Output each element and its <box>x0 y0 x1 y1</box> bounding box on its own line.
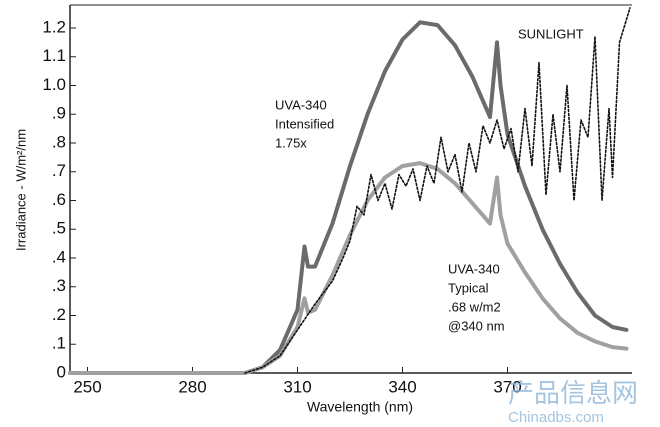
y-tick-label: .8 <box>52 132 66 151</box>
x-tick-label: 250 <box>73 377 101 396</box>
y-tick-label: .9 <box>52 104 66 123</box>
y-tick-label: 1.0 <box>42 75 66 94</box>
y-tick-label: .1 <box>52 334 66 353</box>
x-axis-label: Wavelength (nm) <box>307 399 413 415</box>
watermark: Chinadbs.com <box>508 409 604 426</box>
series-line <box>68 161 629 375</box>
annotation: Typical <box>448 280 489 295</box>
annotation: @340 nm <box>448 318 505 333</box>
x-tick-label: 280 <box>178 377 206 396</box>
x-tick-label: 340 <box>388 377 416 396</box>
series-line <box>244 7 631 374</box>
y-tick-label: .2 <box>52 305 66 324</box>
annotation: Intensified <box>275 116 334 131</box>
y-tick-label: 1.2 <box>42 17 66 36</box>
annotation: 1.75x <box>275 135 307 150</box>
y-tick-label: .6 <box>52 190 66 209</box>
y-tick-label: .4 <box>52 247 66 266</box>
y-tick-label: 0 <box>57 362 66 381</box>
annotation: UVA-340 <box>448 261 500 276</box>
annotation: UVA-340 <box>275 97 327 112</box>
x-tick-label: 370 <box>493 377 521 396</box>
y-tick-label: .5 <box>52 219 66 238</box>
annotation: .68 w/m2 <box>448 299 501 314</box>
watermark: 产品信息网 <box>508 378 638 408</box>
y-tick-label: .3 <box>52 276 66 295</box>
y-tick-label: 1.1 <box>42 46 66 65</box>
y-axis-label: Irradiance - W/m²/nm <box>13 129 28 251</box>
y-tick-label: .7 <box>52 161 66 180</box>
annotation: SUNLIGHT <box>518 26 584 41</box>
x-tick-label: 310 <box>283 377 311 396</box>
series-line <box>68 20 629 375</box>
